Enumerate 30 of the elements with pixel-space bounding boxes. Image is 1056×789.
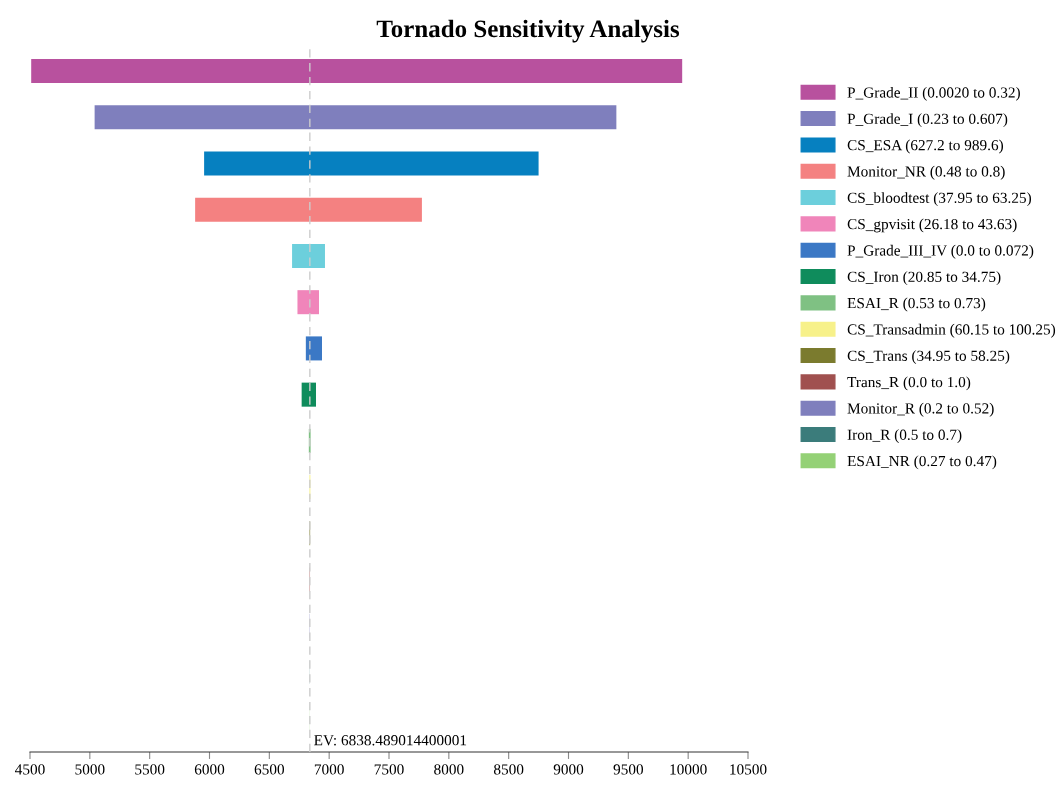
legend-label: CS_gpvisit (26.18 to 43.63) xyxy=(847,218,1017,233)
legend-label: CS_Trans (34.95 to 58.25) xyxy=(847,350,1010,365)
x-tick-label: 10500 xyxy=(730,764,767,775)
chart-title: Tornado Sensitivity Analysis xyxy=(376,19,680,43)
legend-label: CS_ESA (627.2 to 989.6) xyxy=(847,139,1004,154)
legend-label: Monitor_NR (0.48 to 0.8) xyxy=(847,165,1005,180)
legend-label: Iron_R (0.5 to 0.7) xyxy=(847,429,962,443)
x-tick-label: 4500 xyxy=(15,764,45,775)
legend-label: P_Grade_III_IV (0.0 to 0.072) xyxy=(847,244,1034,259)
ref-line-label: EV: 6838.489014400001 xyxy=(314,735,467,746)
x-tick-label: 8000 xyxy=(434,764,464,775)
x-tick-label: 6500 xyxy=(254,764,285,775)
x-tick-label: 6000 xyxy=(194,764,225,775)
legend-label: CS_Transadmin (60.15 to 100.25) xyxy=(847,323,1056,338)
x-tick-label: 5500 xyxy=(135,764,165,775)
legend-label: P_Grade_II (0.0020 to 0.32) xyxy=(847,86,1020,101)
x-tick-label: 7000 xyxy=(314,764,344,775)
x-tick-label: 8500 xyxy=(493,764,524,775)
x-tick-label: 5000 xyxy=(75,764,105,775)
x-tick-label: 9500 xyxy=(613,764,644,775)
legend-label: P_Grade_I (0.23 to 0.607) xyxy=(847,113,1008,128)
x-tick-label: 10000 xyxy=(670,764,707,775)
x-tick-label: 7500 xyxy=(374,764,404,775)
legend-label: Monitor_R (0.2 to 0.52) xyxy=(847,402,994,417)
legend-label: CS_bloodtest (37.95 to 63.25) xyxy=(847,192,1032,207)
legend-label: ESAI_R (0.53 to 0.73) xyxy=(847,297,986,312)
legend-label: CS_Iron (20.85 to 34.75) xyxy=(847,271,1001,286)
legend-label: ESAI_NR (0.27 to 0.47) xyxy=(847,455,997,470)
x-tick-label: 9000 xyxy=(553,764,584,775)
legend-label: Trans_R (0.0 to 1.0) xyxy=(847,376,971,391)
